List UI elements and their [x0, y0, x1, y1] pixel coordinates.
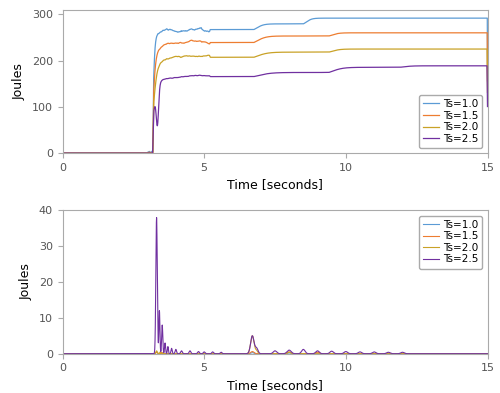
Ts=1.5 [220, 40, 226, 45]
Ts=2.0 [160, 351, 166, 356]
Ts=1.0 [250, 27, 256, 32]
Ts=2.0 [484, 90, 490, 95]
Ts=1.0 [162, 351, 168, 356]
Ts=1.0 [60, 151, 66, 156]
Ts=1.0 [481, 351, 487, 356]
Ts=2.0 [250, 335, 256, 340]
Ts=1.0 [250, 351, 256, 355]
Ts=2.5 [220, 351, 226, 356]
Ts=2.0 [158, 60, 164, 65]
Ts=2.5 [162, 347, 168, 351]
Ts=1.5 [481, 31, 487, 35]
Ts=1.5 [158, 45, 164, 50]
Ts=2.5 [158, 345, 164, 349]
Legend: Ts=1.0, Ts=1.5, Ts=2.0, Ts=2.5: Ts=1.0, Ts=1.5, Ts=2.0, Ts=2.5 [419, 216, 482, 269]
Ts=2.5 [162, 77, 168, 81]
Ts=1.5 [446, 31, 452, 35]
Ts=1.5 [250, 349, 256, 354]
Ts=2.5 [250, 74, 256, 79]
Ts=1.0 [162, 27, 168, 32]
Ts=1.0 [484, 351, 490, 356]
Line: Ts=1.5: Ts=1.5 [62, 33, 488, 153]
Ts=1.0 [220, 27, 226, 32]
Ts=2.0 [250, 55, 256, 60]
Ts=1.0 [154, 350, 160, 354]
X-axis label: Time [seconds]: Time [seconds] [227, 178, 323, 191]
Ts=1.5 [250, 40, 256, 45]
Ts=1.0 [398, 16, 404, 20]
Ts=2.5 [481, 351, 487, 356]
Ts=2.0 [484, 351, 490, 356]
Ts=2.5 [484, 63, 490, 68]
Ts=1.5 [162, 42, 168, 47]
Ts=2.0 [481, 47, 487, 51]
Ts=2.0 [158, 351, 164, 356]
Ts=1.0 [160, 351, 166, 356]
Line: Ts=2.5: Ts=2.5 [62, 66, 488, 153]
Ts=2.0 [162, 351, 168, 356]
Ts=2.0 [60, 151, 66, 156]
Y-axis label: Joules: Joules [20, 264, 33, 301]
Ts=1.5 [484, 79, 490, 83]
Ts=2.5 [250, 334, 256, 339]
Ts=2.0 [160, 58, 166, 62]
Ts=2.5 [158, 79, 164, 84]
Ts=1.5 [250, 349, 256, 354]
Ts=2.5 [160, 77, 166, 82]
Line: Ts=1.0: Ts=1.0 [62, 18, 488, 153]
Line: Ts=1.0: Ts=1.0 [62, 352, 488, 354]
Line: Ts=2.5: Ts=2.5 [62, 218, 488, 354]
Line: Ts=2.0: Ts=2.0 [62, 336, 488, 354]
Ts=2.5 [220, 74, 226, 79]
Ts=2.5 [484, 351, 490, 356]
Ts=1.5 [220, 351, 226, 356]
Line: Ts=1.5: Ts=1.5 [62, 352, 488, 354]
Ts=1.5 [60, 351, 66, 356]
Ts=1.0 [158, 351, 164, 355]
Ts=1.0 [60, 351, 66, 356]
Ts=2.5 [481, 63, 487, 68]
Ts=2.0 [250, 333, 256, 338]
X-axis label: Time [seconds]: Time [seconds] [227, 379, 323, 392]
Ts=2.0 [162, 57, 168, 62]
Ts=1.5 [481, 351, 487, 356]
Ts=2.5 [60, 351, 66, 356]
Ts=2.0 [220, 55, 226, 60]
Ts=1.0 [160, 28, 166, 33]
Ts=1.5 [60, 151, 66, 156]
Ts=2.0 [220, 351, 226, 356]
Ts=1.5 [160, 43, 166, 48]
Ts=2.0 [464, 47, 470, 51]
Legend: Ts=1.0, Ts=1.5, Ts=2.0, Ts=2.5: Ts=1.0, Ts=1.5, Ts=2.0, Ts=2.5 [419, 95, 482, 148]
Ts=1.5 [162, 351, 168, 356]
Ts=1.5 [160, 351, 166, 356]
Ts=2.0 [60, 351, 66, 356]
Ts=2.5 [60, 151, 66, 156]
Ts=2.0 [481, 351, 487, 356]
Ts=1.5 [158, 350, 164, 355]
Ts=2.5 [484, 104, 490, 109]
Ts=1.0 [484, 66, 490, 71]
Y-axis label: Joules: Joules [13, 63, 26, 100]
Ts=1.5 [484, 351, 490, 356]
Ts=1.0 [481, 16, 487, 20]
Ts=2.5 [160, 349, 166, 354]
Ts=1.0 [158, 29, 164, 34]
Ts=1.0 [220, 351, 226, 356]
Line: Ts=2.0: Ts=2.0 [62, 49, 488, 153]
Ts=2.5 [154, 215, 160, 220]
